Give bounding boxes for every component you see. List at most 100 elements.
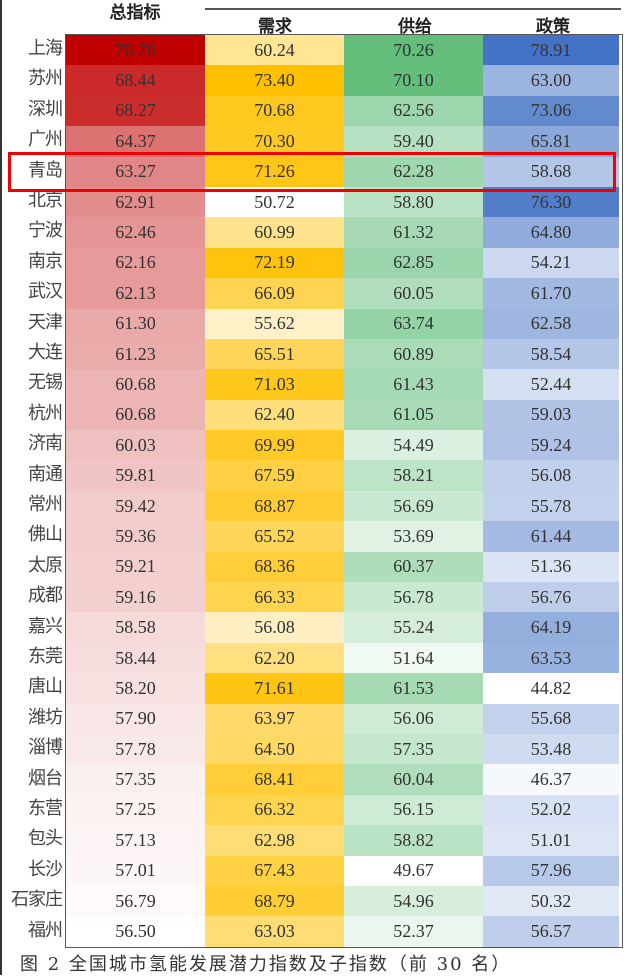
- heatmap-cell-total: 64.37: [66, 126, 205, 157]
- row-label: 宁波: [28, 220, 63, 242]
- row-label: 石家庄: [11, 889, 63, 911]
- heatmap-cell-demand: 64.50: [205, 733, 344, 765]
- heatmap-cell-total: 68.44: [66, 65, 205, 96]
- heatmap-cell-supply: 70.10: [344, 65, 483, 96]
- heatmap-cell-demand: 63.97: [205, 703, 344, 734]
- heatmap-cell-total: 58.20: [66, 673, 205, 704]
- heatmap-cell-total: 60.68: [66, 399, 205, 431]
- heatmap-cell-demand: 63.03: [205, 916, 344, 947]
- heatmap-cell-total: 57.25: [66, 794, 205, 826]
- table-row: 59.21 68.36 60.37 51.36: [66, 551, 622, 583]
- heatmap-cell-total: 68.27: [66, 95, 205, 127]
- heatmap-cell-total: 58.44: [66, 642, 205, 674]
- row-label: 北京: [28, 190, 63, 211]
- header-supply: 供给: [398, 17, 432, 37]
- heatmap-cell-supply: 58.80: [344, 186, 483, 218]
- heatmap-cell-supply: 61.05: [344, 399, 483, 431]
- heatmap-cell-supply: 56.69: [344, 490, 483, 522]
- heatmap-cell-policy: 57.96: [483, 855, 619, 886]
- heatmap-cell-policy: 59.24: [483, 430, 619, 461]
- heatmap-cell-supply: 70.26: [344, 35, 483, 66]
- heatmap-cell-demand: 68.79: [205, 885, 344, 917]
- heatmap-cell-demand: 70.30: [205, 126, 344, 157]
- heatmap-cell-supply: 56.15: [344, 794, 483, 826]
- heatmap-cell-total: 61.23: [66, 338, 205, 370]
- row-label: 上海: [28, 38, 63, 59]
- heatmap-cell-demand: 70.68: [205, 95, 344, 127]
- heatmap-cell-policy: 53.48: [483, 733, 619, 765]
- heatmap-cell-supply: 62.85: [344, 247, 483, 279]
- heatmap-cell-policy: 51.01: [483, 825, 619, 856]
- heatmap-cell-demand: 68.41: [205, 764, 344, 795]
- row-label: 天津: [28, 311, 63, 333]
- table-row: 62.91 50.72 58.80 76.30: [66, 186, 622, 218]
- heatmap-cell-policy: 65.81: [483, 126, 619, 157]
- heatmap-cell-policy: 73.06: [483, 95, 619, 127]
- heatmap-cell-total: 59.42: [66, 490, 205, 522]
- row-label: 常州: [28, 494, 63, 515]
- heatmap-cell-policy: 62.58: [483, 308, 619, 339]
- heatmap-cell-policy: 58.68: [483, 156, 619, 187]
- heatmap-cell-policy: 63.53: [483, 642, 619, 674]
- table-row: 57.25 66.32 56.15 52.02: [66, 794, 622, 826]
- table-row: 62.13 66.09 60.05 61.70: [66, 278, 622, 309]
- table-row: 56.79 68.79 54.96 50.32: [66, 885, 622, 917]
- heatmap-cell-total: 60.68: [66, 369, 205, 400]
- heatmap-cell-total: 70.78: [66, 35, 205, 66]
- heatmap-cell-supply: 61.53: [344, 673, 483, 704]
- heatmap-cell-policy: 50.32: [483, 885, 619, 917]
- table-row: 70.78 60.24 70.26 78.91: [66, 35, 622, 66]
- table-row: 58.44 62.20 51.64 63.53: [66, 642, 622, 674]
- table-row: 64.37 70.30 59.40 65.81: [66, 126, 622, 157]
- table-row: 63.27 71.26 62.28 58.68: [66, 156, 622, 187]
- heatmap-cell-supply: 56.78: [344, 582, 483, 613]
- figure-caption: 图 2 全国城市氢能发展潜力指数及子指数（前 30 名）: [20, 954, 512, 975]
- heatmap-cell-demand: 73.40: [205, 65, 344, 96]
- table-row: 57.78 64.50 57.35 53.48: [66, 733, 622, 765]
- heatmap-cell-policy: 63.00: [483, 65, 619, 96]
- heatmap-cell-supply: 60.05: [344, 278, 483, 309]
- row-label: 南通: [28, 463, 63, 485]
- heatmap-cell-demand: 60.99: [205, 217, 344, 248]
- heatmap-cell-supply: 59.40: [344, 126, 483, 157]
- header-demand: 需求: [258, 17, 292, 37]
- table-row: 60.68 71.03 61.43 52.44: [66, 369, 622, 400]
- heatmap-cell-demand: 68.87: [205, 490, 344, 522]
- heatmap-cell-policy: 52.44: [483, 369, 619, 400]
- row-label: 包头: [28, 828, 63, 850]
- table-row: 61.30 55.62 63.74 62.58: [66, 308, 622, 339]
- table-row: 61.23 65.51 60.89 58.54: [66, 338, 622, 370]
- row-label: 福州: [28, 919, 63, 941]
- table-row: 68.27 70.68 62.56 73.06: [66, 95, 622, 127]
- row-label: 东营: [28, 798, 63, 819]
- heatmap-cell-total: 58.58: [66, 612, 205, 643]
- row-label: 济南: [28, 433, 63, 455]
- heatmap-cell-policy: 64.19: [483, 612, 619, 643]
- heatmap-cell-policy: 61.70: [483, 278, 619, 309]
- heatmap-cell-demand: 72.19: [205, 247, 344, 279]
- heatmap-cell-demand: 71.03: [205, 369, 344, 400]
- heatmap-cell-policy: 78.91: [483, 35, 619, 66]
- heatmap-cell-total: 57.78: [66, 733, 205, 765]
- table-row: 60.68 62.40 61.05 59.03: [66, 399, 622, 431]
- table-row: 57.35 68.41 60.04 46.37: [66, 764, 622, 795]
- heatmap-cell-demand: 65.51: [205, 338, 344, 370]
- header-policy: 政策: [536, 17, 570, 37]
- heatmap-cell-policy: 54.21: [483, 247, 619, 279]
- heatmap-cell-policy: 46.37: [483, 764, 619, 795]
- heatmap-cell-supply: 54.49: [344, 430, 483, 461]
- heatmap-cell-supply: 58.21: [344, 460, 483, 491]
- heatmap-cell-supply: 53.69: [344, 521, 483, 552]
- heatmap-cell-total: 56.79: [66, 885, 205, 917]
- heatmap-cell-supply: 60.89: [344, 338, 483, 370]
- heatmap-cell-demand: 66.09: [205, 278, 344, 309]
- heatmap-cell-policy: 52.02: [483, 794, 619, 826]
- heatmap-cell-demand: 65.52: [205, 521, 344, 552]
- heatmap-cell-policy: 76.30: [483, 186, 619, 218]
- heatmap-cell-total: 62.16: [66, 247, 205, 279]
- heatmap-cell-supply: 58.82: [344, 825, 483, 856]
- table-row: 62.16 72.19 62.85 54.21: [66, 247, 622, 279]
- table-row: 62.46 60.99 61.32 64.80: [66, 217, 622, 248]
- row-label: 广州: [28, 129, 63, 151]
